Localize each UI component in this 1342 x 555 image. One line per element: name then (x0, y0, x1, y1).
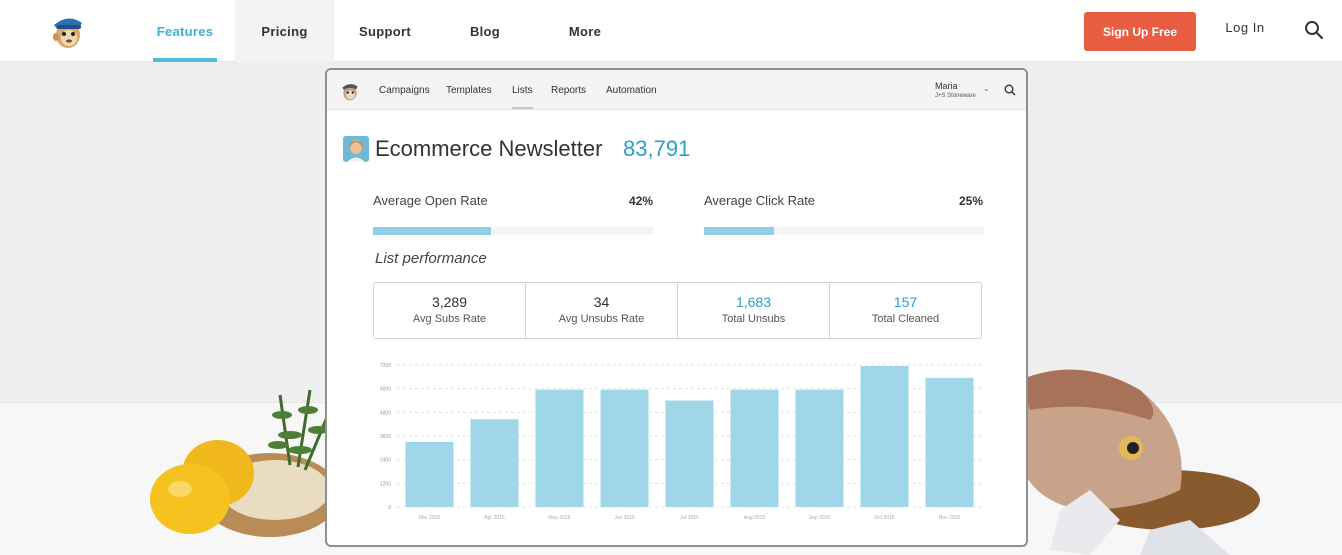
stat-label: Avg Unsubs Rate (558, 313, 645, 325)
app-nav-bar: Campaigns Templates Lists Reports Automa… (327, 70, 1026, 110)
chart-bar (600, 389, 649, 507)
app-tab-automation[interactable]: Automation (606, 85, 657, 96)
open-rate-value: 42% (628, 194, 653, 208)
log-in-link[interactable]: Log In (1225, 20, 1265, 35)
click-rate-label: Average Click Rate (704, 193, 816, 208)
nav-pricing[interactable]: Pricing (235, 0, 334, 62)
list-avatar (343, 136, 369, 162)
chart-bar (405, 441, 454, 507)
app-tab-reports[interactable]: Reports (551, 85, 587, 96)
chart-bar (470, 419, 519, 507)
y-tick-label: 3600 (380, 434, 391, 440)
app-mockup-window: Campaigns Templates Lists Reports Automa… (325, 68, 1028, 547)
x-tick-label: Nov 2015 (939, 515, 961, 521)
stats-panel: 3,289 Avg Subs Rate 34 Avg Unsubs Rate 1… (373, 282, 982, 339)
app-logo[interactable] (339, 80, 361, 102)
user-name[interactable]: Maria (935, 81, 958, 91)
list-performance-chart: 0 1200 2400 3600 4800 6000 7200 Mar 2015 Apr 201… (380, 363, 982, 521)
stat-value: 34 (593, 294, 610, 310)
y-tick-label: 1200 (380, 481, 391, 487)
open-rate-bar (373, 227, 653, 235)
app-tab-campaigns[interactable]: Campaigns (379, 85, 430, 96)
stat-total-cleaned: 157 Total Cleaned (830, 283, 981, 338)
list-subscriber-count: 83,791 (623, 136, 691, 161)
x-tick-label: Jul 2015 (680, 515, 699, 521)
chevron-down-icon[interactable]: ⌄ (983, 84, 990, 93)
click-rate-bar (704, 227, 984, 235)
open-rate-bar-fill (373, 227, 491, 235)
y-tick-label: 2400 (380, 458, 391, 464)
lemons-and-herbs-image (150, 389, 340, 537)
x-tick-label: Sep 2015 (809, 515, 831, 521)
y-tick-label: 4800 (380, 410, 391, 416)
y-tick-label: 7200 (380, 363, 391, 369)
x-tick-label: Mar 2015 (419, 515, 440, 521)
stat-value: 1,683 (735, 294, 772, 310)
stat-total-unsubs: 1,683 Total Unsubs (678, 283, 830, 338)
nav-more[interactable]: More (568, 23, 602, 39)
x-tick-label: Apr 2015 (484, 515, 505, 521)
click-rate-bar-fill (704, 227, 774, 235)
sign-up-free-button[interactable]: Sign Up Free (1084, 12, 1196, 51)
stat-value: 157 (893, 294, 918, 310)
nav-features[interactable]: Features (153, 0, 217, 62)
chart-bar (925, 377, 974, 507)
user-org: J+S Stoneware (935, 93, 976, 99)
stat-avg-subs-rate: 3,289 Avg Subs Rate (374, 283, 526, 338)
open-rate-label: Average Open Rate (373, 193, 488, 208)
stat-label: Avg Subs Rate (412, 313, 487, 325)
y-tick-label: 6000 (380, 387, 391, 393)
search-icon[interactable] (1302, 18, 1326, 42)
stat-value: 3,289 (431, 294, 468, 310)
search-icon[interactable] (1003, 83, 1017, 97)
chart-bar (730, 389, 779, 507)
x-tick-label: Aug 2015 (744, 515, 766, 521)
click-rate-value: 25% (958, 194, 983, 208)
x-tick-label: Oct 2015 (874, 515, 895, 521)
x-tick-label: May 2015 (549, 515, 571, 521)
list-title: Ecommerce Newsletter (375, 136, 603, 161)
nav-support[interactable]: Support (359, 23, 411, 39)
y-tick-label: 0 (388, 505, 391, 511)
stat-avg-unsubs-rate: 34 Avg Unsubs Rate (526, 283, 678, 338)
fish-on-board-image (1020, 369, 1260, 555)
chart-bar (665, 400, 714, 507)
x-tick-label: Jun 2015 (614, 515, 635, 521)
mailchimp-logo[interactable] (48, 11, 88, 51)
app-tab-lists[interactable]: Lists (512, 70, 533, 110)
chart-bar (535, 389, 584, 507)
chart-bar (860, 365, 909, 507)
chart-bar (795, 389, 844, 507)
stat-label: Total Unsubs (721, 313, 786, 325)
site-header: Features Pricing Support Blog More Sign … (0, 0, 1342, 62)
stat-label: Total Cleaned (871, 313, 940, 325)
app-tab-templates[interactable]: Templates (446, 85, 492, 96)
nav-blog[interactable]: Blog (469, 23, 501, 39)
list-performance-heading: List performance (375, 250, 487, 267)
